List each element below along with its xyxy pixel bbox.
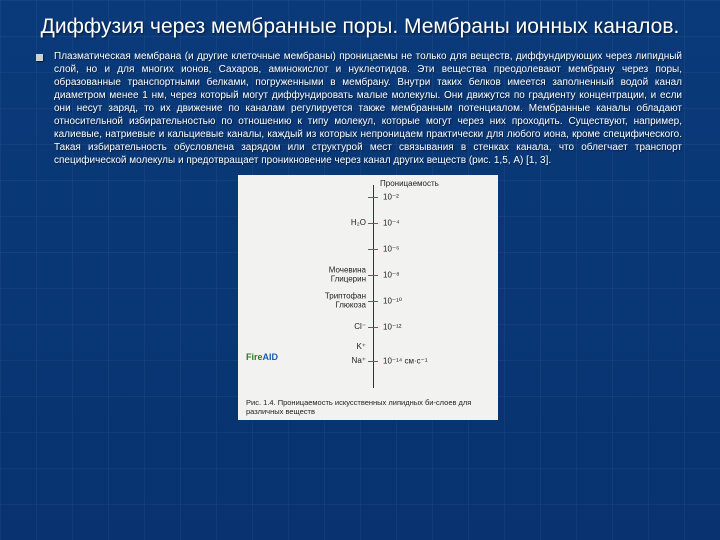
item-label: Триптофан Глюкоза xyxy=(325,293,366,310)
tick-label: 10⁻¹⁴ см·с⁻¹ xyxy=(383,357,428,366)
tick-label: 10⁻⁴ xyxy=(383,219,400,228)
tick-mark xyxy=(368,197,378,198)
item-label: H₂O xyxy=(351,219,366,227)
bullet-icon xyxy=(36,54,43,61)
tick-label: 10⁻⁶ xyxy=(383,245,399,254)
tick-mark xyxy=(368,361,378,362)
tick-mark xyxy=(368,301,378,302)
slide: Диффузия через мембранные поры. Мембраны… xyxy=(0,0,720,540)
tick-mark xyxy=(368,223,378,224)
axis-line xyxy=(373,185,374,388)
figure-caption: Рис. 1.4. Проницаемость искусственных ли… xyxy=(246,399,490,416)
fireaid-logo: FireAID xyxy=(246,352,278,362)
tick-mark xyxy=(368,249,378,250)
item-label: Cl⁻ xyxy=(354,323,366,331)
slide-title: Диффузия через мембранные поры. Мембраны… xyxy=(0,0,720,50)
item-label: Na⁺ xyxy=(352,357,366,365)
slide-body: Плазматическая мембрана (и другие клеточ… xyxy=(0,50,720,420)
item-label: Мочевина Глицерин xyxy=(329,267,366,284)
item-label: K⁺ xyxy=(356,343,366,351)
tick-label: 10⁻¹⁰ xyxy=(383,297,402,306)
permeability-figure: Проницаемость FireAID Рис. 1.4. Проницае… xyxy=(238,175,498,420)
paragraph-text: Плазматическая мембрана (и другие клеточ… xyxy=(54,50,682,167)
tick-label: 10⁻⁸ xyxy=(383,271,400,280)
axis-title: Проницаемость xyxy=(380,179,439,188)
tick-label: 10⁻¹² xyxy=(383,323,401,332)
tick-label: 10⁻² xyxy=(383,193,399,202)
tick-mark xyxy=(368,327,378,328)
tick-mark xyxy=(368,275,378,276)
